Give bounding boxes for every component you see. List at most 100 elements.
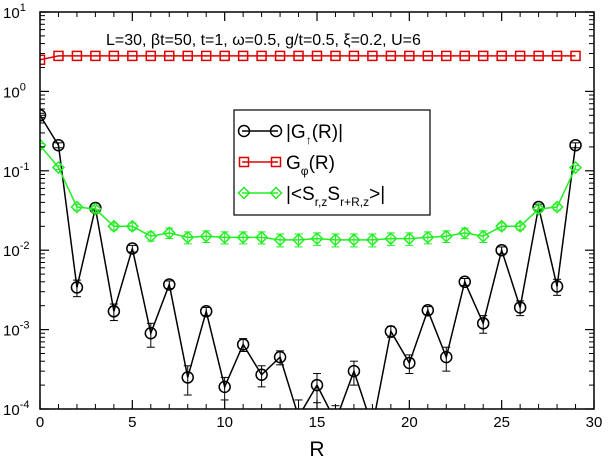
data-point [40,54,46,66]
data-point [568,160,583,175]
data-point [88,202,102,216]
error-bar [202,306,211,317]
x-axis-label: R [309,438,324,458]
x-tick-label: 0 [36,414,44,431]
data-point [439,229,453,243]
error-bar [423,306,432,315]
data-point [53,50,64,62]
data-point [421,304,435,317]
data-point [107,305,121,318]
data-point [273,350,287,364]
data-point [291,233,306,247]
data-point [514,50,526,62]
data-point [495,243,508,257]
data-point [330,416,341,427]
data-point [163,278,176,291]
data-point [495,219,509,233]
data-point [367,50,378,62]
data-point [384,325,398,338]
data-point [256,50,267,62]
data-point [330,50,341,62]
data-point [127,50,138,62]
data-point [421,230,435,244]
legend-label: |G↑(R)| [286,122,343,147]
data-point [181,230,195,244]
x-tick-label: 20 [401,414,418,431]
legend-marker [238,156,250,168]
data-point [348,50,360,62]
data-point [459,50,470,62]
data-point [551,50,563,62]
data-point [513,301,527,314]
data-point [384,232,398,246]
data-point [108,50,120,62]
data-point [513,219,527,233]
error-bar [165,280,174,289]
series-2-line [40,55,576,61]
y-tick-label: 101 [3,2,26,22]
data-point [347,364,361,378]
data-point [440,350,453,364]
error-bar [40,112,44,118]
chart-annotation: L=30, βt=50, t=1, ω=0.5, g/t=0.5, ξ=0.2,… [106,32,421,49]
x-tick-label: 10 [216,414,233,431]
data-point [218,380,231,394]
data-point [90,50,101,62]
data-point [367,421,378,432]
data-point [347,233,361,247]
data-point [126,242,139,255]
data-point [441,50,452,62]
series-2 [40,50,581,66]
plot-area [40,50,583,432]
data-point [402,232,416,246]
data-point [273,233,287,247]
error-bar [72,279,81,298]
data-point [199,229,213,243]
legend-item: Gφ(R) [238,153,335,178]
data-point [199,305,213,318]
data-point [162,226,176,240]
data-point [51,160,66,175]
data-point [385,50,397,62]
data-point [200,50,212,62]
data-point [476,229,490,243]
data-point [40,109,47,122]
data-point [422,50,434,62]
data-point [550,200,564,214]
data-point [182,50,193,62]
error-bar [54,142,63,149]
data-point [365,233,379,247]
data-point [533,50,544,62]
legend-item: |<Sr,zSr+R,z>| [237,184,385,209]
error-bar [460,278,469,286]
data-point [145,50,157,62]
series-1-line [40,114,577,409]
data-point [310,378,324,392]
data-point [404,50,415,62]
data-point [274,50,286,62]
data-point [40,138,47,152]
y-tick-label: 10-2 [3,240,29,260]
axis-ticks: 0 5 10 15 20 25 30 10-4 10-3 10-2 10-1 100 101 [3,2,602,431]
data-point [293,411,304,422]
error-bar [331,405,340,409]
y-tick-label: 100 [3,81,26,101]
legend-marker [237,124,251,138]
legend-label: Gφ(R) [286,153,335,178]
error-bar [109,303,118,322]
x-tick-label: 5 [128,414,136,431]
series-3 [40,138,583,248]
data-point [570,50,581,62]
data-point [255,230,269,244]
data-point [70,281,84,294]
error-bar [553,278,562,296]
x-tick-label: 15 [309,414,326,431]
data-point [144,326,158,340]
legend-marker [269,124,283,138]
data-point [71,50,83,62]
data-point [458,275,471,289]
data-point [144,229,158,243]
data-point [569,138,582,152]
data-point [236,338,250,351]
